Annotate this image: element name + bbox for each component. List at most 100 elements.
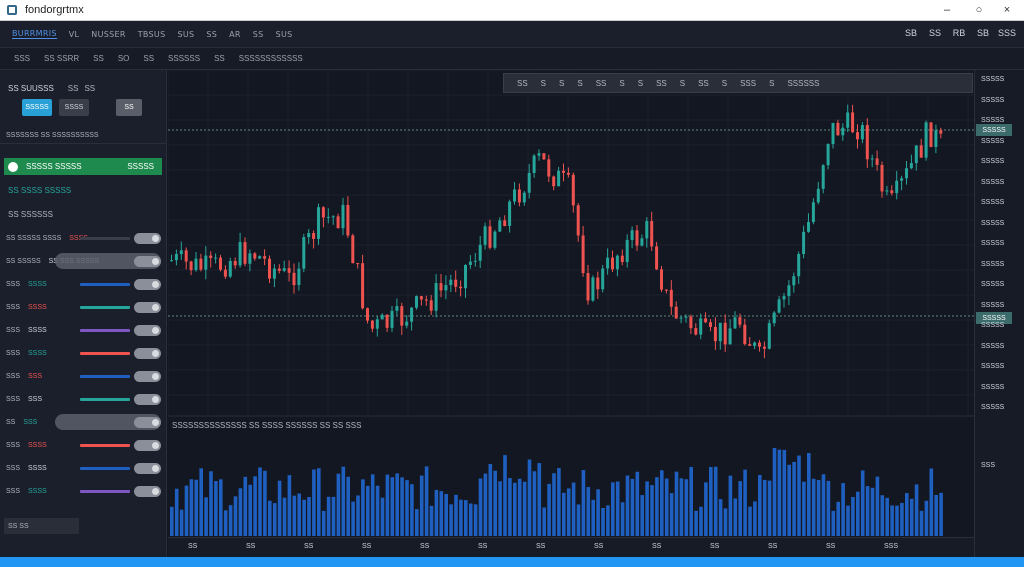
subbar-item[interactable]: SSS: [14, 54, 31, 63]
topbar-right-item[interactable]: SS: [928, 28, 941, 38]
volume-bar: [473, 504, 478, 536]
topbar-item[interactable]: SUS: [177, 29, 195, 39]
volume-bar: [777, 449, 782, 536]
sidebar-header-right-2[interactable]: SS: [84, 83, 96, 93]
indicator-toggle[interactable]: [134, 325, 161, 336]
topbar-item[interactable]: SS: [206, 29, 218, 39]
indicator-track: [80, 306, 130, 309]
chart-tool-button[interactable]: SS: [517, 78, 528, 88]
topbar-right-item[interactable]: SB: [904, 28, 917, 38]
sidebar-indicator-row[interactable]: SSS SSSS: [0, 345, 167, 361]
topbar-right-item[interactable]: SB: [976, 28, 989, 38]
sidebar-indicator-row[interactable]: SS SSS: [0, 414, 167, 430]
indicator-toggle[interactable]: [134, 463, 161, 474]
indicator-toggle[interactable]: [134, 302, 161, 313]
sidebar-indicator-row[interactable]: SSS SSSS: [0, 276, 167, 292]
indicator-toggle[interactable]: [134, 279, 161, 290]
subbar-item[interactable]: SS: [143, 54, 155, 63]
indicator-label: SSS: [6, 349, 21, 357]
sidebar-indicator-row[interactable]: SS SSSSS SSSS SSSS: [0, 230, 167, 246]
chart-tool-button[interactable]: S: [540, 78, 547, 88]
sidebar-indicator-row[interactable]: SS SSSSSSS SSS SSSSS: [0, 253, 167, 269]
chart-tool-button[interactable]: S: [721, 78, 728, 88]
chart-tool-button[interactable]: SSSSSS: [787, 78, 820, 88]
indicator-toggle[interactable]: [134, 486, 161, 497]
candle-body: [170, 260, 173, 262]
chart-canvas[interactable]: [167, 69, 974, 557]
subbar-item[interactable]: SS SSRR: [44, 54, 80, 63]
chart-tool-button[interactable]: SS: [656, 78, 667, 88]
sidebar-indicator-row[interactable]: SSS SSSS: [0, 322, 167, 338]
sidebar-button-2[interactable]: SSSS: [59, 99, 89, 116]
chart-tool-button[interactable]: SS: [595, 78, 607, 88]
maximize-button[interactable]: ○: [975, 4, 983, 16]
chart-tool-button[interactable]: SS: [698, 78, 709, 88]
topbar-right-item[interactable]: RB: [952, 28, 966, 38]
candle-body: [581, 235, 585, 274]
chart-tool-button[interactable]: S: [637, 78, 644, 88]
sidebar-header-right-1[interactable]: SS: [67, 83, 79, 93]
subbar-item[interactable]: SSSSSSSSSSSS: [238, 54, 303, 63]
topbar-item[interactable]: BURRMRIS: [12, 29, 57, 39]
minimize-button[interactable]: –: [943, 4, 951, 16]
indicator-toggle[interactable]: [134, 440, 161, 451]
candle-body: [410, 307, 414, 322]
chart-tool-button[interactable]: S: [577, 78, 583, 88]
topbar-right-item[interactable]: SSS: [998, 28, 1017, 38]
subbar-item[interactable]: SO: [117, 54, 130, 63]
subbar-item[interactable]: SS: [93, 54, 104, 63]
volume-bar: [277, 480, 282, 536]
sidebar-footer[interactable]: SS SS: [4, 518, 79, 534]
time-axis[interactable]: SS SS SS SS SS SS SS SS SS SS SS SS SSS: [168, 537, 974, 557]
indicator-toggle[interactable]: [134, 371, 161, 382]
sidebar-indicator-row[interactable]: SSS SSS: [0, 368, 167, 384]
indicator-toggle[interactable]: [134, 417, 161, 428]
candle-body: [645, 221, 649, 239]
indicator-track: [80, 352, 130, 355]
indicator-toggle[interactable]: [134, 348, 161, 359]
sidebar-indicator-row[interactable]: SSS SSSS: [0, 299, 167, 315]
topbar-item[interactable]: SS: [252, 29, 264, 39]
close-button[interactable]: ×: [1003, 4, 1011, 16]
sidebar-indicator-row[interactable]: SSS SSSS: [0, 483, 167, 499]
sidebar-active-item[interactable]: SSSSS SSSSS SSSSS: [4, 158, 162, 175]
candle-body: [258, 256, 262, 259]
sidebar-indicator-row[interactable]: SSS SSSS: [0, 460, 167, 476]
sidebar-indicator-row[interactable]: SSS SSSS: [0, 437, 167, 453]
topbar-item[interactable]: SUS: [275, 29, 293, 39]
chart-tool-button[interactable]: S: [559, 78, 565, 88]
subbar-item[interactable]: SSSSSS: [168, 54, 201, 63]
topbar-item[interactable]: VL: [68, 29, 80, 39]
volume-bar: [434, 489, 439, 536]
volume-bar: [596, 489, 600, 536]
sidebar-header: SS SUUSSS SS SS: [0, 80, 167, 96]
indicator-toggle[interactable]: [134, 394, 161, 405]
chart-tool-button[interactable]: SSS: [740, 78, 757, 88]
volume-bar: [704, 482, 708, 536]
chart-tool-button[interactable]: S: [619, 78, 625, 88]
topbar-item[interactable]: TBSUS: [137, 29, 166, 39]
candle-body: [709, 322, 712, 327]
price-axis-label: SSSSS: [981, 404, 1005, 411]
candle-body: [302, 237, 306, 269]
chart-tool-button[interactable]: S: [769, 78, 775, 88]
indicator-toggle[interactable]: [134, 233, 161, 244]
indicator-track: [80, 398, 130, 401]
subbar-item[interactable]: SS: [214, 54, 225, 63]
sidebar-button-1[interactable]: SSSSS: [22, 99, 52, 116]
sidebar-indicator-row[interactable]: SSS SSS: [0, 391, 167, 407]
sidebar-button-3[interactable]: SS: [116, 99, 142, 116]
candle-body: [400, 306, 404, 326]
volume-bar: [307, 496, 311, 536]
topbar-item[interactable]: NUSSER: [91, 29, 126, 39]
chart-area[interactable]: [167, 69, 974, 557]
volume-bar: [650, 485, 654, 536]
volume-bar: [302, 499, 306, 536]
volume-bar: [346, 476, 350, 536]
indicator-toggle[interactable]: [134, 256, 161, 267]
volume-bar: [219, 479, 223, 536]
price-axis[interactable]: SSSSS SSSSS SSS SSSSS SSSSS SSSSS SSSSS SSSS…: [974, 70, 1024, 557]
chart-tool-button[interactable]: S: [679, 78, 686, 88]
candle-body: [508, 201, 512, 226]
topbar-item[interactable]: AR: [229, 29, 241, 39]
